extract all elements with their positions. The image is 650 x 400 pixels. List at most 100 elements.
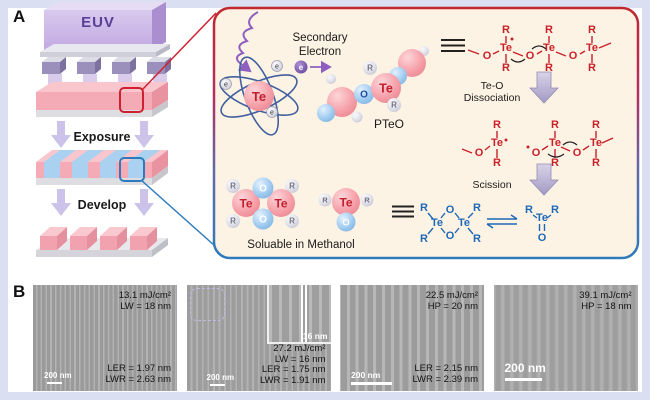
red-callout-line <box>141 12 217 91</box>
atom-label-te: Te <box>458 217 470 229</box>
exposure-label: Exposure <box>74 130 131 144</box>
scission-label: Scission <box>472 179 511 191</box>
soluble-label: Soluable in Methanol <box>247 239 354 251</box>
dissociated-fragments-structure: O Te R R O Te R R O Te R R <box>461 119 614 169</box>
atom-label-r: R <box>551 119 559 131</box>
inset-width-label: 16 nm <box>302 331 328 341</box>
dashed-highlight-box <box>189 288 225 321</box>
atom-label-r: R <box>322 196 328 205</box>
ler-value: LER = 1.97 nm <box>107 363 171 374</box>
atom-label-o: O <box>259 215 267 226</box>
atom-label-te: Te <box>379 82 393 96</box>
sem1-roughness: LER = 1.97 nm LWR = 2.63 nm <box>105 363 171 385</box>
te2o2-cluster-molecule: R R R R Te Te O O <box>226 177 299 230</box>
linewidth-value: LW = 16 nm <box>274 353 326 365</box>
electron-label: e <box>299 63 304 72</box>
sem3-roughness: LER = 2.15 nm LWR = 2.39 nm <box>412 363 478 385</box>
develop-step: Develop <box>51 189 154 216</box>
atom-label-r: R <box>502 24 510 36</box>
scale-bar: 200 nm <box>504 361 546 381</box>
scale-bar-line <box>351 382 392 385</box>
scale-bar-label: 200 nm <box>504 361 546 375</box>
scale-bar: 200 nm <box>44 370 72 384</box>
dose-value: 22.5 mJ/cm² <box>425 290 478 301</box>
developed-pattern <box>36 227 168 257</box>
atom-label-r: R <box>502 62 510 74</box>
euv-source-block: EUV <box>44 2 166 50</box>
panel-a-label: A <box>13 7 26 26</box>
panel-b-label: B <box>13 282 26 301</box>
atom-label-o: O <box>483 50 492 62</box>
atom-label-te: Te <box>239 197 252 211</box>
equivalence-icon <box>392 205 414 218</box>
sem-image-4: 39.1 mJ/cm² HP = 18 nm 200 nm <box>493 285 638 391</box>
atom-label-o: O <box>538 232 547 244</box>
atom-label-r: R <box>420 233 428 245</box>
scale-bar: 200 nm <box>207 373 234 386</box>
atom-label-r: R <box>420 202 428 214</box>
linewidth-value: LW = 18 nm <box>120 301 171 312</box>
sem-image-row: 13.1 mJ/cm² LW = 18 nm LER = 1.97 nm LWR… <box>33 285 638 391</box>
dissociation-label-1: Te-O <box>481 80 504 92</box>
euv-photon-squiggle-icon <box>236 11 259 73</box>
atom-label-o: O <box>569 50 578 62</box>
ler-value: LER = 1.75 nm <box>261 364 326 375</box>
te-atom-diagram: Te e e e <box>219 56 299 136</box>
atom-label-r: R <box>493 157 501 169</box>
resist-line <box>300 285 303 342</box>
halfpitch-value: HP = 18 nm <box>581 301 632 312</box>
secondary-electron: e Secondary Electron <box>293 32 348 74</box>
dissociation-label-2: Dissociation <box>464 92 521 104</box>
electron-label: e <box>270 110 274 117</box>
atom-label-r: R <box>367 64 373 73</box>
sem2-measurements: 27.2 mJ/cm² LW = 16 nm LER = 1.75 nm LWR… <box>259 343 326 386</box>
atom-label-r: R <box>525 204 533 216</box>
atom-label-te: Te <box>500 42 512 54</box>
magnified-inset: 16 nm <box>266 285 331 344</box>
lwr-value: LWR = 2.63 nm <box>105 374 171 385</box>
euv-lithography-schematic: EUV <box>36 2 217 257</box>
atom-label-o: O <box>526 50 535 62</box>
atom-label-o: O <box>532 147 541 159</box>
atom-label-r: R <box>289 217 295 226</box>
sem4-conditions: 39.1 mJ/cm² HP = 18 nm <box>579 290 631 312</box>
scale-bar-label: 200 nm <box>44 370 72 380</box>
atom-label-r: R <box>545 24 553 36</box>
atom-label-o: O <box>360 90 368 101</box>
electron-label: e <box>275 64 279 71</box>
develop-label: Develop <box>78 198 127 212</box>
scission-products-structure: R R Te O O Te R R R Te R O <box>420 202 559 245</box>
blue-callout-line <box>140 179 216 247</box>
scale-bar-label: 200 nm <box>351 370 381 380</box>
atom-label-te: Te <box>543 42 555 54</box>
atom-label-te: Te <box>274 197 287 211</box>
atom-label-o: O <box>573 147 582 159</box>
atom-label-r: R <box>230 182 236 191</box>
atom-label-r: R <box>588 62 596 74</box>
atom-label-te: Te <box>339 196 352 210</box>
halfpitch-value: HP = 20 nm <box>427 301 478 312</box>
atom-label-te: Te <box>590 137 602 149</box>
atom-label-o: O <box>446 204 455 216</box>
lwr-value: LWR = 1.91 nm <box>259 374 326 386</box>
mechanism-content: Te e e e e Secondary Electron <box>219 11 614 251</box>
exposure-step: Exposure <box>51 121 154 148</box>
teo-monomer-molecule: R R Te O <box>318 188 374 232</box>
atom-label-r: R <box>551 204 559 216</box>
atom-label-o: O <box>475 147 484 159</box>
dose-value: 39.1 mJ/cm² <box>579 290 632 301</box>
atom-label-r: R <box>289 182 295 191</box>
ler-value: LER = 2.15 nm <box>414 363 478 374</box>
scale-bar-line <box>47 381 62 384</box>
atom-label-te: Te <box>491 137 503 149</box>
sem-image-3: 22.5 mJ/cm² HP = 20 nm LER = 2.15 nm LWR… <box>340 285 484 391</box>
atom-label-te: Te <box>586 42 598 54</box>
atom-label-r: R <box>364 196 370 205</box>
scale-bar: 200 nm <box>351 370 392 385</box>
mechanism-inset-box <box>212 6 640 260</box>
atom-label-r: R <box>588 24 596 36</box>
atom-label-te: Te <box>549 137 561 149</box>
sem-image-2: 16 nm 27.2 mJ/cm² LW = 16 nm LER = 1.75 … <box>186 285 331 391</box>
dose-value: 13.1 mJ/cm² <box>118 290 171 301</box>
